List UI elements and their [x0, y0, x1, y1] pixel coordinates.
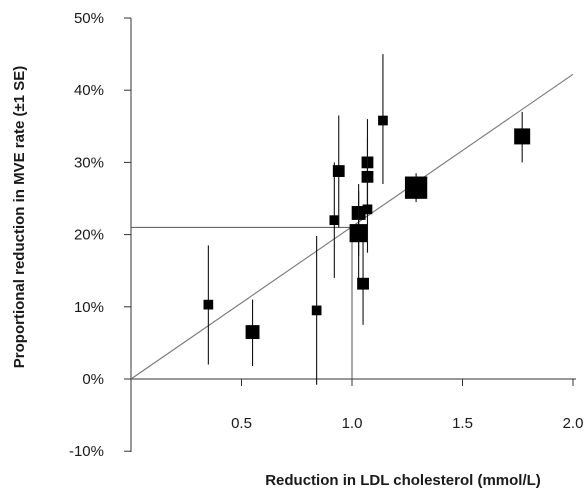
y-tick-label: 50% [74, 10, 104, 27]
data-point [357, 277, 369, 290]
x-tick-label: 1.5 [452, 415, 473, 432]
y-tick-label: -10% [69, 443, 104, 460]
data-point [329, 215, 340, 226]
x-tick-label: 2.0 [563, 415, 584, 432]
data-points [203, 54, 531, 385]
y-axis-title: Proportional reduction in MVE rate (±1 S… [11, 66, 28, 368]
x-tick-label: 0.5 [231, 415, 252, 432]
y-tick-label: 0% [82, 371, 104, 388]
data-point [404, 176, 428, 199]
data-point [349, 224, 368, 243]
y-tick-label: 30% [74, 154, 104, 171]
data-point [378, 115, 388, 126]
y-ticks: -10% 0% 10% 20% 30% 40% 50% [69, 10, 131, 460]
y-tick-label: 10% [74, 299, 104, 316]
data-point [514, 128, 531, 145]
x-axis-title: Reduction in LDL cholesterol (mmol/L) [265, 472, 541, 489]
data-point [332, 165, 345, 177]
x-ticks: 0.5 1.0 1.5 2.0 [231, 379, 583, 432]
y-tick-label: 40% [74, 82, 104, 99]
data-point [362, 204, 373, 215]
data-point [245, 325, 260, 340]
y-tick-label: 20% [74, 227, 104, 244]
data-point [311, 305, 322, 316]
x-tick-label: 1.0 [342, 415, 363, 432]
data-point [203, 299, 214, 310]
